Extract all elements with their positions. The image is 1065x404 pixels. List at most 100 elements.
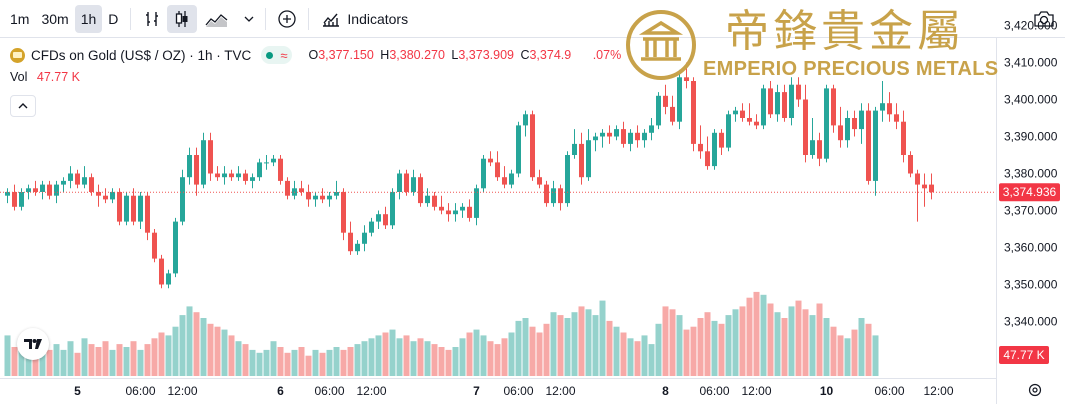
volume-bar	[151, 338, 158, 376]
watermark-english: EMPERIO PRECIOUS METALS	[703, 58, 999, 80]
candle	[544, 180, 549, 207]
candle	[887, 92, 892, 122]
price-tick-label: 3,390.000	[1004, 130, 1058, 144]
volume-bar	[214, 326, 221, 376]
volume-bar	[872, 335, 879, 376]
collapse-legend-button[interactable]	[10, 95, 36, 117]
volume-bar	[284, 352, 291, 376]
volume-bar	[697, 318, 704, 376]
candle	[866, 103, 871, 185]
candle	[215, 166, 220, 181]
volume-bar	[648, 344, 655, 376]
volume-bar	[837, 335, 844, 376]
interval-d[interactable]: D	[108, 10, 119, 27]
indicators-label: Indicators	[347, 10, 409, 27]
volume-bar	[676, 315, 683, 376]
time-tick-label: 5	[74, 384, 81, 398]
time-tick-label: 12:00	[741, 384, 771, 398]
last-price-label[interactable]: 3,374.936	[999, 183, 1060, 202]
tradingview-logo-icon[interactable]	[17, 328, 49, 360]
candle	[880, 81, 885, 122]
candle	[670, 95, 675, 126]
market-status-badge[interactable]: ≈	[261, 46, 293, 64]
candle	[82, 166, 87, 189]
volume-bar	[704, 312, 711, 376]
candle	[649, 118, 654, 141]
price-tick-label: 3,360.000	[1004, 241, 1058, 255]
volume-legend: Vol 47.77 K	[10, 70, 80, 84]
symbol-legend: CFDs on Gold (US$ / OZ) · 1h · TVC ≈ O3,…	[10, 46, 621, 64]
candle	[180, 169, 185, 226]
compare-add-icon[interactable]	[272, 5, 302, 33]
volume-bar	[333, 347, 340, 376]
volume-bar	[221, 329, 228, 376]
candle	[138, 192, 143, 229]
price-tick-label: 3,370.000	[1004, 204, 1058, 218]
volume-bar	[403, 335, 410, 376]
volume-value-label[interactable]: 47.77 K	[999, 346, 1049, 364]
time-axis[interactable]: 5 06:00 12:00 6 06:00 12:00 7 06:00 12:00 8 06:00 1…	[74, 384, 954, 398]
candle	[663, 84, 668, 115]
candle	[523, 110, 528, 137]
candle	[726, 110, 731, 152]
symbol-title[interactable]: CFDs on Gold (US$ / OZ) · 1h · TVC	[31, 47, 252, 63]
volume-bar	[529, 326, 536, 376]
price-axis[interactable]: 3,420.000 3,410.000 3,400.000 3,390.000 3,38…	[1004, 19, 1058, 329]
candle	[208, 132, 213, 181]
candle	[740, 103, 745, 122]
volume-bar	[319, 352, 326, 376]
volume-bar	[130, 341, 137, 376]
volume-bar	[389, 329, 396, 376]
volume-label: Vol	[10, 70, 28, 84]
candle	[236, 166, 241, 181]
chevron-down-icon[interactable]	[239, 5, 259, 33]
candle	[915, 169, 920, 222]
volume-bar	[88, 344, 95, 376]
candle	[103, 188, 108, 204]
candle	[586, 129, 591, 181]
candle	[789, 77, 794, 126]
candle	[782, 84, 787, 122]
volume-bar	[725, 315, 732, 376]
volume-bar	[606, 320, 613, 376]
volume-bar	[39, 347, 46, 376]
price-tick-label: 3,340.000	[1004, 315, 1058, 329]
price-tick-label: 3,400.000	[1004, 93, 1058, 107]
bars-chart-icon[interactable]	[137, 5, 167, 33]
candle	[12, 184, 17, 211]
interval-30m[interactable]: 30m	[41, 10, 69, 27]
interval-1h[interactable]: 1h	[74, 4, 103, 33]
candle	[852, 110, 857, 137]
candle	[803, 84, 808, 163]
volume-bar	[732, 309, 739, 376]
time-tick-label: 12:00	[356, 384, 386, 398]
indicators-icon	[323, 13, 340, 27]
volume-bar	[445, 349, 452, 376]
indicators-button[interactable]: Indicators	[315, 5, 414, 33]
settings-gear-icon[interactable]	[1027, 382, 1043, 398]
volume-bar	[298, 347, 305, 376]
volume-bar	[81, 338, 88, 376]
area-chart-icon[interactable]	[197, 5, 239, 33]
volume-bar	[32, 349, 39, 376]
volume-bar	[662, 306, 669, 376]
candle	[355, 240, 360, 255]
candles-chart-icon[interactable]	[167, 4, 198, 33]
volume-bar	[354, 344, 361, 376]
volume-bar	[375, 335, 382, 376]
volume-bar	[186, 306, 193, 376]
candle	[642, 129, 647, 148]
candle	[600, 129, 605, 148]
volume-bar	[116, 344, 123, 376]
candle	[873, 106, 878, 196]
candle	[299, 180, 304, 196]
volume-bar	[60, 349, 67, 376]
camera-icon[interactable]	[1029, 5, 1059, 33]
interval-1m[interactable]: 1m	[10, 10, 30, 27]
candle	[229, 169, 234, 181]
candle	[306, 184, 311, 207]
candle	[152, 229, 157, 263]
candle	[33, 180, 38, 196]
volume-bar	[347, 347, 354, 376]
